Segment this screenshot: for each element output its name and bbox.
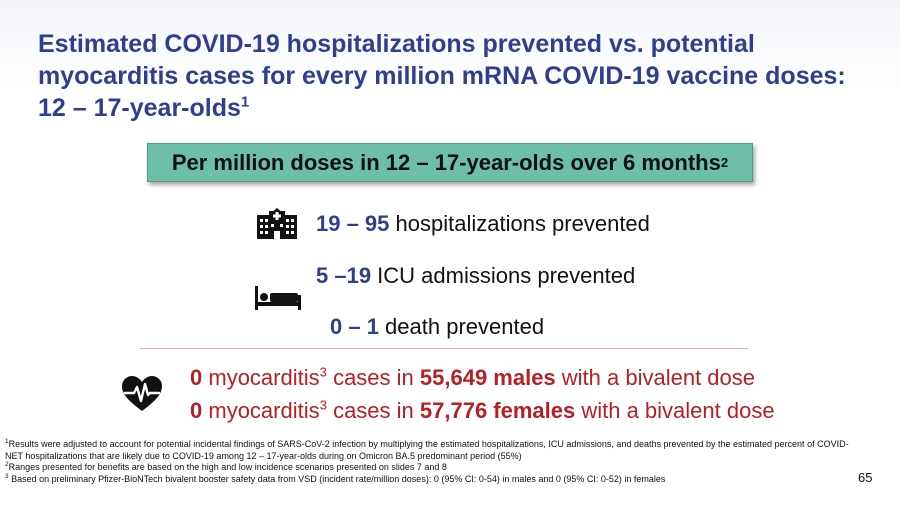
- females-sup: 3: [319, 397, 327, 413]
- hospitalizations-range: 19 – 95: [316, 211, 390, 236]
- footnote-3-text: Based on preliminary Pfizer-BioNTech biv…: [8, 473, 666, 484]
- per-million-banner: Per million doses in 12 – 17-year-olds o…: [147, 143, 753, 182]
- males-tail: with a bivalent dose: [555, 365, 756, 390]
- footnote-2-text: Ranges presented for benefits are based …: [8, 462, 447, 472]
- females-mid: cases in: [326, 398, 420, 423]
- footnotes: 1Results were adjusted to account for po…: [5, 438, 855, 486]
- hospitalizations-label: hospitalizations prevented: [389, 211, 650, 236]
- males-mid: cases in: [326, 365, 420, 390]
- footnote-3-sup: 3: [5, 472, 9, 480]
- icu-label: ICU admissions prevented: [371, 263, 636, 288]
- footnote-1-text: Results were adjusted to account for pot…: [5, 439, 849, 461]
- hospitalizations-prevented: 19 – 95 hospitalizations prevented: [316, 211, 650, 237]
- footnote-2: 2Ranges presented for benefits are based…: [5, 461, 855, 474]
- females-label: myocarditis: [202, 398, 320, 423]
- males-count: 0: [190, 365, 203, 390]
- section-divider: [140, 348, 748, 349]
- banner-text: Per million doses in 12 – 17-year-olds o…: [171, 149, 721, 175]
- heartbeat-icon: [122, 376, 162, 411]
- males-group: 55,649 males: [419, 365, 556, 390]
- males-label: myocarditis: [202, 365, 320, 390]
- slide-title-sup: 1: [240, 93, 250, 111]
- myocarditis-males: 0 myocarditis3 cases in 55,649 males wit…: [190, 365, 755, 391]
- page-number: 65: [858, 470, 873, 485]
- footnote-1: 1Results were adjusted to account for po…: [5, 438, 855, 462]
- slide-title-text: Estimated COVID-19 hospitalizations prev…: [38, 30, 846, 122]
- death-label: death prevented: [378, 314, 545, 339]
- icu-admissions-prevented: 5 –19 ICU admissions prevented: [316, 263, 635, 289]
- slide-title: Estimated COVID-19 hospitalizations prev…: [38, 28, 848, 124]
- males-sup: 3: [319, 364, 327, 380]
- death-prevented: 0 – 1 death prevented: [330, 314, 544, 340]
- bed-icon: [255, 286, 301, 310]
- females-group: 57,776 females: [419, 398, 576, 423]
- myocarditis-females: 0 myocarditis3 cases in 57,776 females w…: [190, 398, 775, 424]
- footnote-2-sup: 2: [5, 461, 9, 468]
- icu-range: 5 –19: [316, 263, 372, 288]
- hospital-icon: [257, 208, 297, 239]
- footnote-1-sup: 1: [5, 438, 9, 445]
- females-tail: with a bivalent dose: [575, 398, 775, 423]
- females-count: 0: [190, 398, 203, 423]
- death-range: 0 – 1: [330, 314, 379, 339]
- footnote-3: 3 Based on preliminary Pfizer-BioNTech b…: [5, 472, 855, 486]
